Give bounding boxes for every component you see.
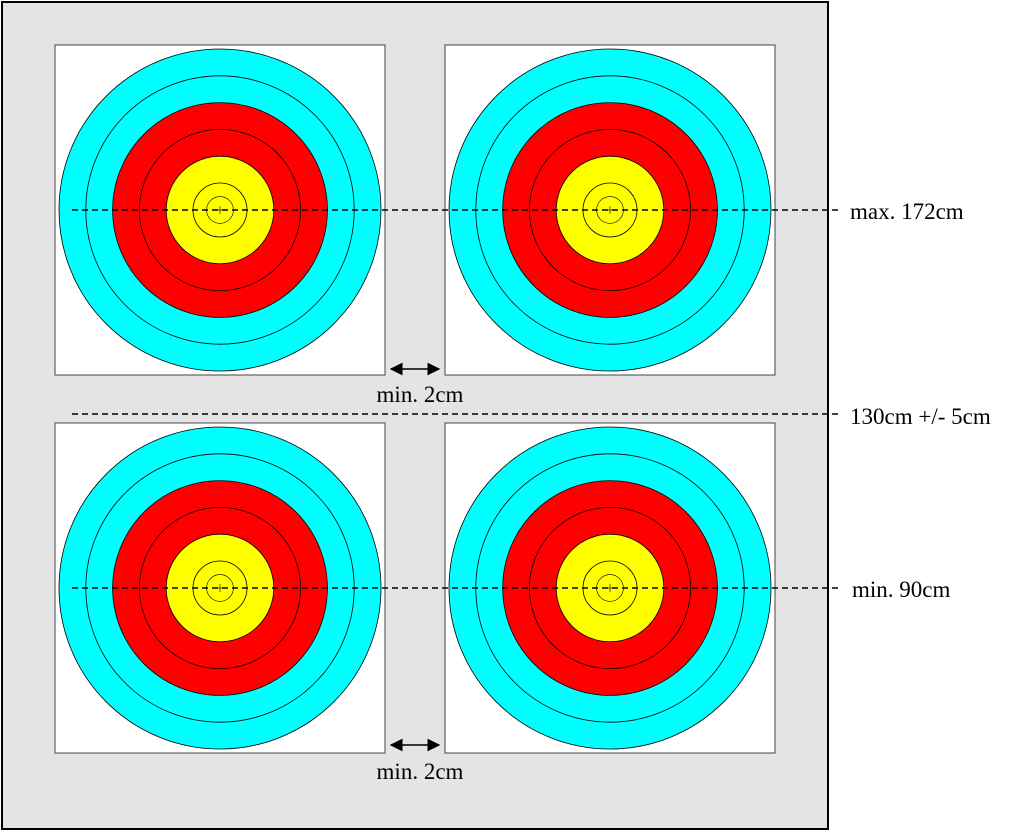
- gap-label-bottom: min. 2cm: [377, 759, 464, 784]
- min-height-label: min. 90cm: [852, 577, 950, 602]
- gap-label-top: min. 2cm: [377, 382, 464, 407]
- target-bottom-left: [54, 422, 386, 754]
- target-top-left: [54, 44, 386, 376]
- max-height-label: max. 172cm: [850, 199, 964, 224]
- target-bottom-right: [444, 422, 776, 754]
- target-top-right: [444, 44, 776, 376]
- center-height-label: 130cm +/- 5cm: [850, 404, 991, 429]
- target-faces: [54, 44, 776, 754]
